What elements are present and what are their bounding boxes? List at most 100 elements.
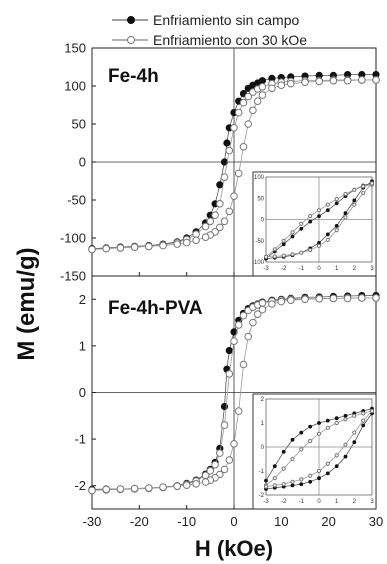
panel-0-series-2-point-11 (250, 107, 257, 114)
panel-0-inset-series-2-point-7 (326, 203, 329, 206)
panel-1-inset-series-3-point-11 (273, 484, 276, 487)
panel-0-ytick-label-3: 0 (79, 155, 86, 170)
panel-0-series-1-point-14 (226, 147, 233, 154)
panel-1-inset-series-1-point-2 (353, 441, 356, 444)
panel-0-series-2-point-10 (254, 98, 261, 105)
panel-0-inset-series-3-point-7 (309, 249, 312, 252)
panel-1-inset-series-3-point-9 (291, 480, 294, 483)
panel-1-inset-series-0-point-3 (291, 438, 294, 441)
legend-filled-marker (128, 17, 135, 24)
panel-0-series-2-point-12 (245, 121, 252, 128)
panel-1-series-1-point-21 (259, 300, 266, 307)
panel-1-inset-series-3-point-6 (317, 469, 320, 472)
panel-0-series-2-point-2 (344, 77, 351, 84)
panel-1-inset-xtick-1: -2 (281, 499, 287, 505)
panel-0-inset-ytick-3: -50 (255, 239, 264, 245)
legend-open-marker (128, 37, 135, 44)
panel-0-series-1-point-10 (207, 218, 214, 225)
panel-0-inset-series-1-point-2 (353, 199, 356, 202)
panel-0-inset-frame (253, 172, 376, 276)
panel-1-series-1-point-11 (212, 461, 219, 468)
panel-0-inset-series-0-point-8 (335, 202, 338, 205)
panel-0-series-2-point-8 (269, 85, 276, 92)
panel-0-series-2-point-24 (174, 241, 181, 248)
legend-entry-filled: Enfriamiento sin campo (112, 12, 300, 28)
panel-1-inset-series-0-point-4 (300, 431, 303, 434)
panel-0-series-2-point-26 (146, 243, 153, 250)
panel-1-series-2-point-26 (146, 485, 153, 492)
x-tick-label-1: -20 (130, 514, 149, 529)
panel-0-series-2-point-1 (359, 77, 366, 84)
panel-0-ytick-label-6: -150 (60, 269, 86, 284)
panel-0-series-2-point-28 (117, 245, 124, 252)
panel-0-series-2-point-6 (288, 80, 295, 87)
panel-0-inset-ytick-0: 100 (254, 175, 265, 181)
panel-0-inset-xtick-0: -3 (263, 266, 269, 272)
panel-1-inset-series-0-point-1 (273, 465, 276, 468)
panel-0-label: Fe-4h (108, 66, 159, 87)
panel-1-ytick-label-4: -2 (74, 478, 86, 493)
x-tick-label-3: 0 (230, 514, 237, 529)
panel-1-series-2-point-16 (226, 457, 233, 464)
panel-1-series-2-point-1 (359, 295, 366, 302)
panel-1-series-2-point-11 (250, 319, 257, 326)
panel-0-inset-series-3-point-11 (273, 255, 276, 258)
panel-0-inset-series-3-point-5 (326, 238, 329, 241)
x-axis-ticks: -30 -20 -10 0 10 20 30 (83, 514, 384, 529)
panel-1-inset-series-3-point-0 (370, 409, 373, 412)
panel-0-series-0-point-14 (224, 140, 231, 147)
panel-1-series-2-point-13 (240, 361, 247, 368)
panel-1-series-1-point-13 (221, 422, 228, 429)
panel-0-inset-series-0-point-5 (309, 220, 312, 223)
panel-0-series-1-point-15 (231, 125, 238, 132)
panel-1-inset-series-3-point-12 (264, 485, 267, 488)
panel-0-inset-series-3-point-12 (264, 255, 267, 258)
panel-1-inset-series-1-point-1 (362, 424, 365, 427)
panel-0-inset-series-2-point-10 (353, 188, 356, 191)
panel-0-series-2-point-30 (89, 246, 96, 253)
panel-0-inset-series-2-point-5 (309, 215, 312, 218)
panel-1-inset-ytick-3: -1 (259, 469, 265, 475)
panel-1-inset-series-3-point-7 (309, 474, 312, 477)
panel-0-inset-series-1-point-5 (326, 233, 329, 236)
panel-1-inset-series-3-point-1 (362, 419, 365, 422)
panel-0-series-0-point-12 (217, 182, 224, 189)
panel-1-inset-series-2-point-4 (300, 448, 303, 451)
panel-0-inset-series-3-point-0 (370, 182, 373, 185)
panel-1-series-0-point-15 (226, 347, 233, 354)
panel-0-inset-series-2-point-2 (282, 239, 285, 242)
panel-0-inset-ytick-1: 50 (257, 196, 264, 202)
panel-0-series-2-point-25 (160, 242, 167, 249)
panel-0-series-2-point-9 (259, 92, 266, 99)
panel-1-inset-series-2-point-2 (282, 467, 285, 470)
panel-1-series-2-point-6 (288, 297, 295, 304)
panel-0-ytick-label-0: 150 (64, 41, 86, 56)
panel-1-inset-series-0-point-0 (264, 479, 267, 482)
panel-0-series-2-point-29 (103, 245, 110, 252)
panel-1-inset-series-3-point-10 (282, 483, 285, 486)
panel-1-inset-series-1-point-6 (317, 477, 320, 480)
panel-1-inset-series-1-point-7 (309, 480, 312, 483)
legend: Enfriamiento sin campo Enfriamiento con … (112, 12, 307, 48)
panel-1-series-2-point-8 (269, 301, 276, 308)
panel-0-inset-xtick-2: -1 (299, 266, 305, 272)
panel-0-ytick-label-2: 50 (72, 117, 86, 132)
panel-1-inset-frame (253, 394, 376, 509)
panel-0-series-1-point-13 (221, 174, 228, 181)
panel-1-ytick-label-1: 1 (79, 338, 86, 353)
panel-0-series-2-point-0 (373, 77, 380, 84)
panel-1-inset-series-2-point-6 (317, 432, 320, 435)
panel-0-inset: 100500-50-100-3 -2 -1 0 1 2 3 (252, 172, 376, 276)
panel-1-ytick-label-0: 2 (79, 292, 86, 307)
panel-0-series-1-point-11 (212, 212, 219, 219)
panel-0-inset-series-3-point-3 (344, 216, 347, 219)
panel-0-series-2-point-4 (316, 78, 323, 85)
panel-0-series-1-point-17 (240, 99, 247, 106)
panel-0-series-2-point-21 (202, 234, 209, 241)
panel-0-inset-series-3-point-9 (291, 253, 294, 256)
panel-0-inset-series-3-point-1 (362, 192, 365, 195)
panel-1-series-1-point-16 (235, 322, 242, 329)
panel-0-ytick-label-4: -50 (67, 193, 86, 208)
panel-0-inset-series-2-point-4 (300, 222, 303, 225)
